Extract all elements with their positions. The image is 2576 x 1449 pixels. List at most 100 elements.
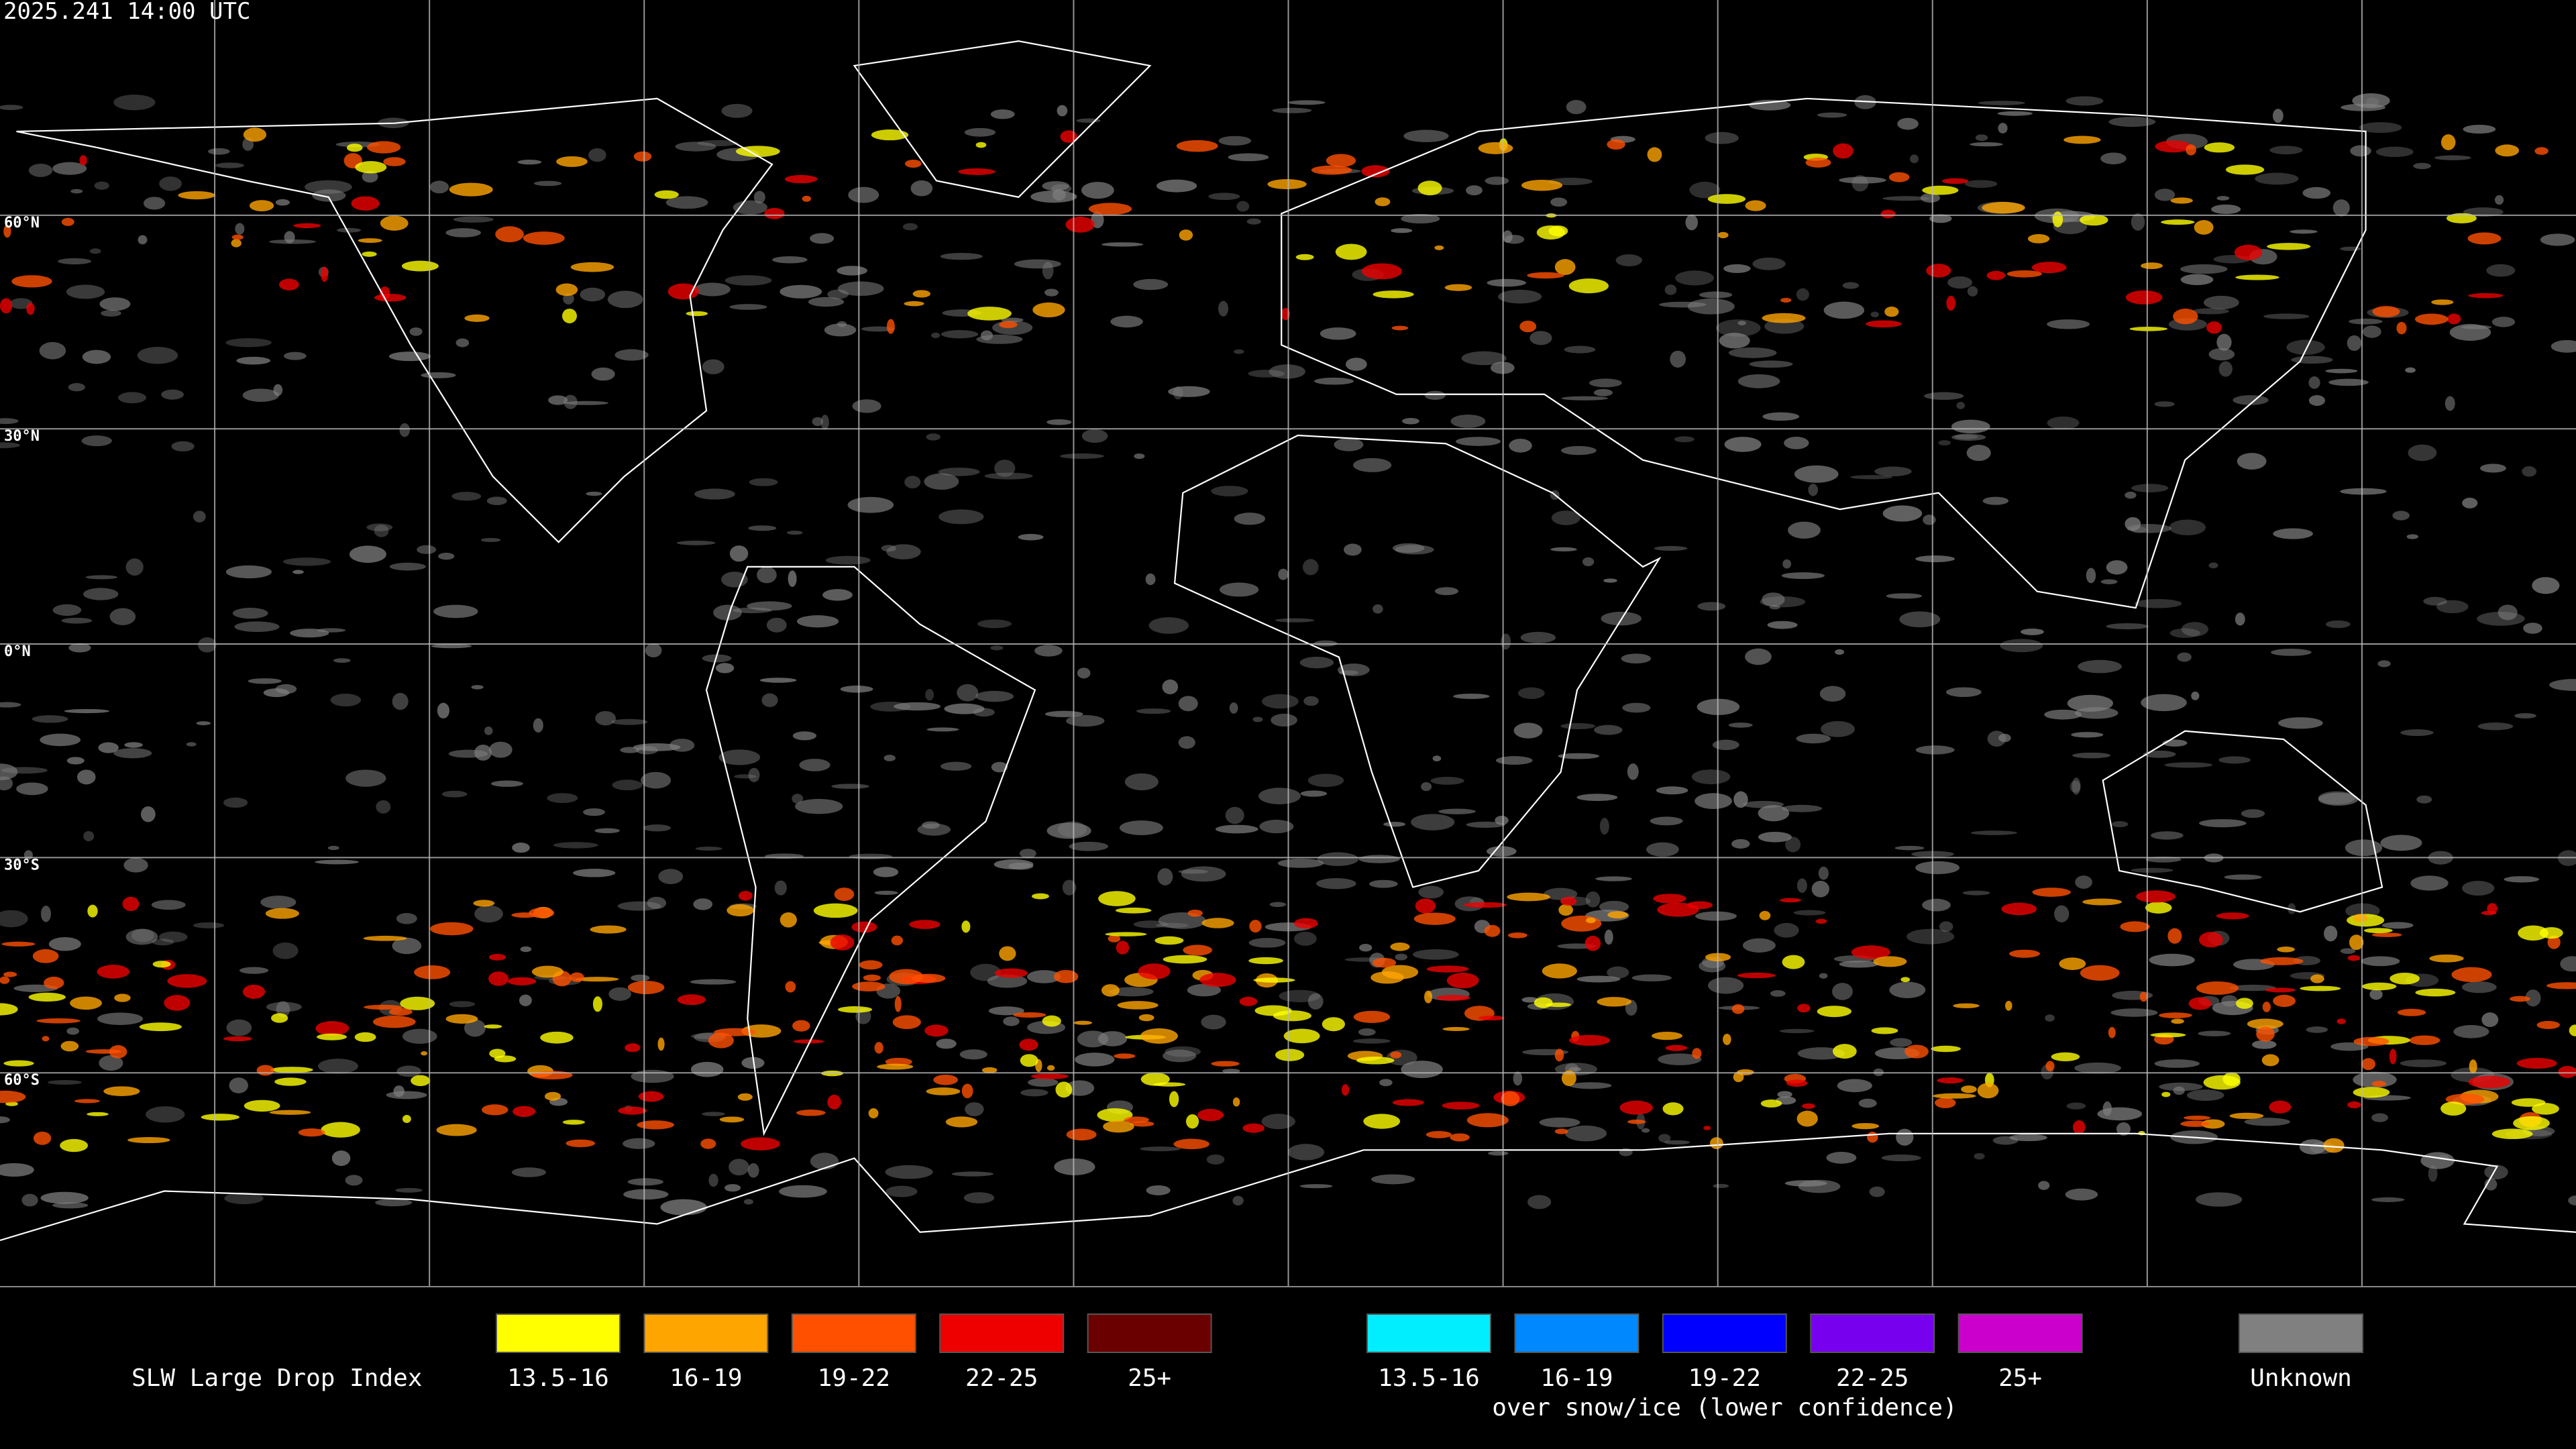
cloud-patch xyxy=(810,1152,839,1170)
cloud-patch xyxy=(2154,189,2176,201)
cloud-patch xyxy=(938,468,980,476)
cloud-patch xyxy=(1155,922,1189,928)
drop-patch xyxy=(2337,1018,2346,1024)
drop-patch xyxy=(2072,1120,2086,1134)
cloud-patch xyxy=(1774,922,1799,938)
cloud-patch xyxy=(1712,739,1739,751)
cloud-patch xyxy=(799,759,830,771)
cloud-patch xyxy=(2348,318,2383,325)
cloud-patch xyxy=(196,721,211,726)
drop-patch xyxy=(2001,902,2037,916)
drop-patch xyxy=(737,1093,753,1101)
cloud-patch xyxy=(2108,117,2156,127)
cloud-patch xyxy=(40,733,81,747)
timestamp: 2025.241 14:00 UTC xyxy=(3,0,250,25)
drop-patch xyxy=(1163,955,1208,964)
drop-patch xyxy=(1653,894,1686,904)
cloud-patch xyxy=(2288,903,2296,914)
drop-patch xyxy=(2139,991,2148,1002)
drop-patch xyxy=(383,157,406,166)
cloud-patch xyxy=(1982,496,2009,505)
cloud-patch xyxy=(533,180,562,186)
drop-patch xyxy=(1426,965,1469,973)
cloud-patch xyxy=(2347,335,2362,352)
cloud-patch xyxy=(1733,791,1748,808)
drop-patch xyxy=(904,159,922,168)
cloud-patch xyxy=(140,806,156,822)
cloud-patch xyxy=(113,94,156,111)
cloud-patch xyxy=(1303,696,1319,706)
drop-patch xyxy=(2222,1072,2241,1086)
drop-patch xyxy=(796,1110,826,1116)
cloud-patch xyxy=(847,496,894,513)
drop-patch xyxy=(2534,147,2548,155)
cloud-patch xyxy=(1391,228,1413,233)
drop-patch xyxy=(1762,313,1806,323)
cloud-patch xyxy=(1947,276,1973,289)
cloud-patch xyxy=(1529,331,1552,345)
cloud-patch xyxy=(336,227,362,233)
legend-swatch xyxy=(1366,1313,1491,1353)
cloud-patch xyxy=(733,607,772,614)
drop-patch xyxy=(1019,1038,1038,1051)
cloud-patch xyxy=(431,644,472,649)
cloud-patch xyxy=(2406,534,2419,539)
cloud-patch xyxy=(1288,100,1326,105)
drop-patch xyxy=(2204,142,2235,153)
cloud-patch xyxy=(873,867,899,877)
drop-patch xyxy=(1098,891,1136,906)
cloud-patch xyxy=(713,604,742,621)
cloud-patch xyxy=(2198,819,2247,828)
drop-patch xyxy=(380,215,409,231)
cloud-patch xyxy=(28,163,53,177)
cloud-patch xyxy=(2375,146,2414,158)
cloud-patch xyxy=(389,562,426,571)
cloud-patch xyxy=(990,645,1004,651)
drop-patch xyxy=(60,1138,89,1152)
drop-patch xyxy=(269,1110,311,1115)
drop-patch xyxy=(2260,957,2304,965)
cloud-patch xyxy=(159,176,182,191)
cloud-patch xyxy=(796,615,839,628)
drop-patch xyxy=(1607,139,1625,150)
cloud-patch xyxy=(0,702,21,708)
drop-patch xyxy=(1662,1102,1684,1116)
cloud-patch xyxy=(2486,264,2516,277)
drop-patch xyxy=(1904,1044,1929,1059)
drop-patch xyxy=(355,161,387,174)
drop-patch xyxy=(1335,244,1367,260)
cloud-patch xyxy=(1839,960,1879,968)
cloud-patch xyxy=(2362,325,2381,338)
drop-patch xyxy=(2080,965,2120,981)
cloud-patch xyxy=(690,1061,724,1077)
cloud-patch xyxy=(733,774,757,779)
drop-patch xyxy=(122,896,140,912)
cloud-patch xyxy=(2169,628,2200,638)
cloud-patch xyxy=(331,1150,351,1167)
drop-patch xyxy=(1390,942,1410,951)
cloud-patch xyxy=(451,492,482,501)
drop-patch xyxy=(279,278,299,290)
cloud-patch xyxy=(1788,521,1821,539)
cloud-patch xyxy=(1434,587,1459,596)
drop-patch xyxy=(1108,934,1121,943)
cloud-patch xyxy=(595,710,616,726)
cloud-patch xyxy=(1951,433,1986,441)
cloud-patch xyxy=(643,824,672,832)
drop-patch xyxy=(1888,172,1910,182)
drop-patch xyxy=(1867,1131,1878,1143)
drop-patch xyxy=(2415,988,2456,997)
cloud-patch xyxy=(1964,180,1998,188)
drop-patch xyxy=(677,994,706,1006)
cloud-patch xyxy=(1896,1128,1914,1146)
drop-patch xyxy=(400,996,435,1010)
drop-patch xyxy=(201,1114,239,1121)
cloud-patch xyxy=(1487,278,1526,287)
drop-patch xyxy=(2188,997,2212,1010)
cloud-patch xyxy=(124,742,143,748)
drop-patch xyxy=(868,1108,879,1119)
drop-patch xyxy=(1478,142,1513,154)
cloud-patch xyxy=(1133,278,1169,290)
cloud-patch xyxy=(2532,577,2560,594)
latitude-label: 0°N xyxy=(4,643,31,660)
